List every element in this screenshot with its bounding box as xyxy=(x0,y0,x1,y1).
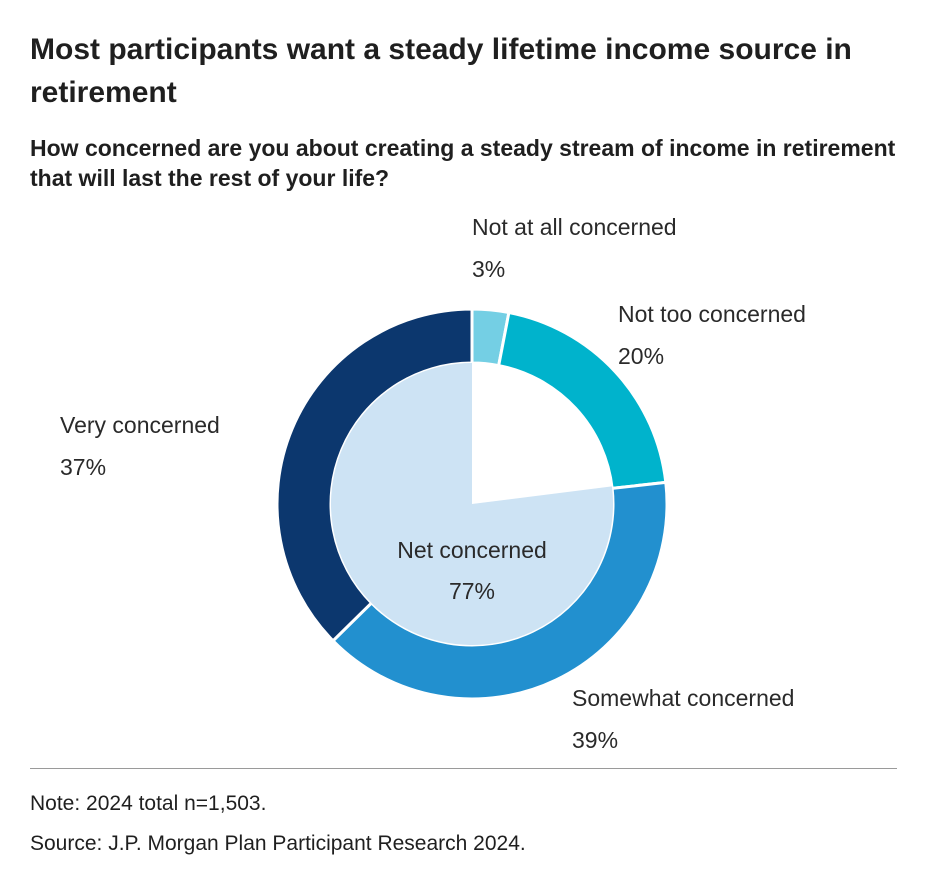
label-very-concerned: Very concerned xyxy=(60,412,220,438)
value-very-concerned: 37% xyxy=(60,454,106,480)
chart-subtitle: How concerned are you about creating a s… xyxy=(30,135,896,191)
value-not-too-concerned: 20% xyxy=(618,343,664,369)
value-not-at-all-concerned: 3% xyxy=(472,256,505,282)
footnote: Note: 2024 total n=1,503. xyxy=(30,792,267,815)
slice-labels: Not at all concerned 3% Not too concerned 2… xyxy=(60,214,806,753)
source-note: Source: J.P. Morgan Plan Participant Res… xyxy=(30,832,526,855)
donut-slices xyxy=(275,307,669,701)
slice-not-too-concerned xyxy=(496,310,668,491)
label-not-too-concerned: Not too concerned xyxy=(618,301,806,327)
net-concerned-label: Net concerned xyxy=(397,537,547,563)
chart-title: Most participants want a steady lifetime… xyxy=(30,33,852,109)
label-somewhat-concerned: Somewhat concerned xyxy=(572,685,794,711)
net-concerned-value: 77% xyxy=(449,578,495,604)
footer-divider xyxy=(30,768,897,769)
net-concerned-wedge xyxy=(331,362,613,645)
label-not-at-all-concerned: Not at all concerned xyxy=(472,214,677,240)
value-somewhat-concerned: 39% xyxy=(572,727,618,753)
